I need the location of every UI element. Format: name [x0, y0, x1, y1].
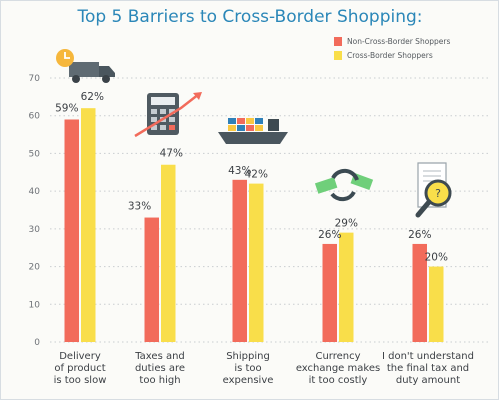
data-label: 26% [408, 229, 431, 241]
legend-swatch [334, 37, 342, 46]
category-label: of product [54, 363, 105, 374]
data-label: 59% [55, 102, 78, 114]
bar-non-cross-border [144, 217, 159, 342]
bar-non-cross-border [64, 119, 79, 342]
category-label: the final tax and [387, 363, 469, 374]
y-tick-label: 50 [29, 149, 41, 159]
category-label: Delivery [59, 351, 101, 362]
data-label: 20% [425, 252, 448, 264]
category-label: is too [234, 363, 261, 374]
category-label: duties are [135, 363, 185, 374]
legend-label: Non-Cross-Border Shoppers [347, 37, 451, 46]
bar-non-cross-border [322, 243, 337, 342]
category-label: duty amount [396, 375, 460, 386]
y-tick-label: 70 [29, 74, 41, 84]
bar-cross-border [339, 232, 354, 342]
bar-cross-border [161, 164, 176, 342]
truck-with-clock-icon [56, 49, 115, 83]
calculator-with-rising-arrow-icon [134, 92, 202, 138]
bar-cross-border [81, 108, 96, 343]
category-label: expensive [223, 375, 274, 386]
value-labels: 59%62%33%47%43%42%26%29%26%20% [55, 91, 448, 263]
chart-title: Top 5 Barriers to Cross-Border Shopping: [76, 7, 422, 27]
y-tick-label: 20 [29, 263, 41, 273]
receipt-with-magnifier-icon: ? [415, 162, 452, 218]
category-label: exchange makes [296, 363, 380, 374]
y-tick-label: 10 [29, 300, 41, 310]
bar-non-cross-border [232, 179, 247, 342]
category-label: it too costly [309, 375, 368, 386]
data-label: 42% [245, 169, 268, 181]
y-tick-label: 60 [29, 112, 41, 122]
currency-exchange-icon [314, 168, 374, 202]
svg-text:?: ? [435, 187, 441, 200]
bar-non-cross-border [412, 243, 427, 342]
legend-swatch [334, 51, 342, 60]
category-label: Currency [315, 351, 360, 362]
y-tick-label: 30 [29, 225, 41, 235]
legend: Non-Cross-Border Shoppers Cross-Border Sh… [334, 37, 451, 60]
data-label: 26% [318, 229, 341, 241]
data-label: 43% [228, 165, 251, 177]
data-label: 33% [128, 201, 151, 213]
category-label: Shipping [226, 351, 270, 362]
bar-cross-border [249, 183, 264, 342]
bar-cross-border [429, 266, 444, 342]
y-tick-label: 40 [29, 187, 41, 197]
data-label: 29% [335, 218, 358, 230]
y-tick-label: 0 [34, 338, 40, 348]
category-label: I don't understand [382, 351, 474, 362]
category-label: Taxes and [134, 351, 185, 362]
bars [64, 108, 444, 343]
y-axis: 0 10 20 30 40 50 60 70 [29, 74, 41, 348]
category-label: is too slow [54, 375, 107, 386]
cargo-ship-icon [218, 118, 288, 144]
legend-label: Cross-Border Shoppers [347, 51, 433, 60]
data-label: 62% [81, 91, 104, 103]
category-label: too high [139, 375, 180, 386]
data-label: 47% [160, 148, 183, 160]
